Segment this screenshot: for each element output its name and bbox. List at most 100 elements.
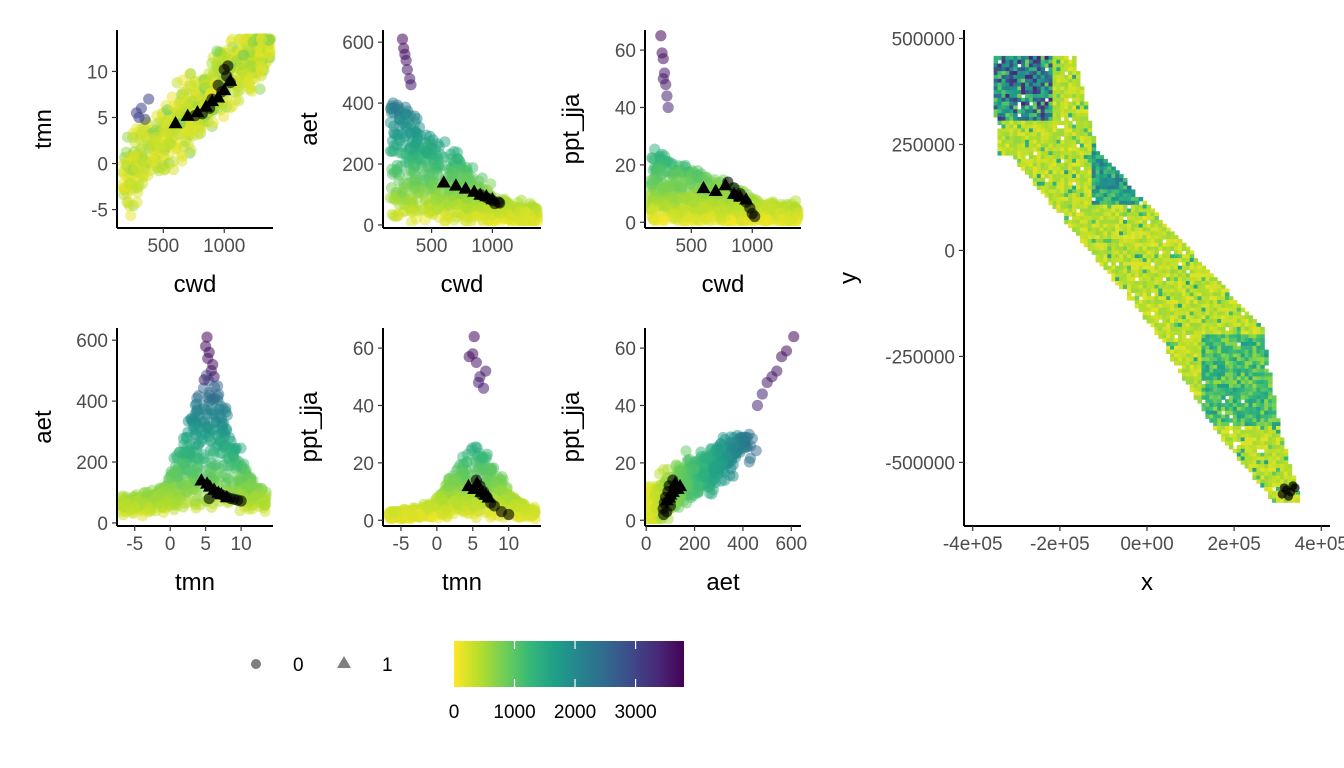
data-point <box>207 423 219 435</box>
raster-cell <box>1064 139 1069 145</box>
raster-cell <box>1048 71 1053 76</box>
point-cloud <box>384 331 541 524</box>
raster-cell <box>1048 132 1053 137</box>
data-point <box>403 154 415 167</box>
data-point <box>468 331 480 343</box>
raster-cell <box>1083 185 1089 190</box>
raster-cell <box>1079 105 1085 110</box>
raster-cell <box>1103 158 1108 164</box>
raster-cell <box>1068 109 1073 114</box>
raster-cell <box>1013 59 1018 65</box>
raster-cell <box>1068 151 1073 156</box>
raster-cell <box>1036 170 1042 175</box>
raster-cell <box>1017 128 1022 133</box>
raster-cell <box>1072 105 1077 110</box>
raster-cell <box>1087 166 1093 171</box>
raster-cell <box>1009 113 1014 118</box>
raster-cell <box>1072 97 1077 103</box>
raster-cell <box>1032 78 1038 84</box>
raster-cell <box>1044 63 1050 68</box>
data-point <box>386 208 398 221</box>
raster-cell <box>1099 162 1104 168</box>
raster-cell <box>1056 97 1061 103</box>
raster-cell <box>1127 189 1132 194</box>
raster-cell <box>1044 82 1050 87</box>
raster-cell <box>1025 120 1030 126</box>
raster-cell <box>1017 116 1022 122</box>
raster-cell <box>1048 82 1053 87</box>
raster-cell <box>1068 90 1073 95</box>
raster-cell <box>1017 151 1022 156</box>
raster-cell <box>1040 97 1046 103</box>
raster-cell <box>1036 139 1042 145</box>
raster-cell <box>1060 162 1065 168</box>
x-axis-title: tmn <box>175 569 215 596</box>
raster-cell <box>1072 158 1077 164</box>
raster-cell <box>1021 67 1026 72</box>
data-point <box>234 472 247 484</box>
raster-cell <box>1048 116 1053 122</box>
raster-cell <box>1111 189 1116 194</box>
raster-cell <box>1025 101 1030 106</box>
raster-cell <box>1044 170 1050 175</box>
data-point <box>688 463 700 475</box>
data-point <box>652 163 665 176</box>
raster-cell <box>1009 116 1014 122</box>
raster-cell <box>1056 158 1061 164</box>
raster-cell <box>997 113 1002 118</box>
raster-cell <box>1115 170 1120 175</box>
raster-cell <box>1044 139 1050 145</box>
raster-cell <box>1076 136 1081 141</box>
data-point <box>391 104 403 116</box>
data-point <box>394 113 406 126</box>
raster-cell <box>1013 109 1018 114</box>
y-tick-label: 600 <box>76 331 108 352</box>
raster-cell <box>1025 147 1030 152</box>
data-point <box>410 136 422 149</box>
raster-cell <box>1068 178 1073 183</box>
raster-cell <box>1017 97 1022 103</box>
raster-cell <box>1083 139 1089 145</box>
raster-cell <box>1079 90 1085 95</box>
raster-cell <box>1087 132 1093 137</box>
raster-cell <box>1048 143 1053 148</box>
raster-cell <box>1060 170 1065 175</box>
data-point <box>685 491 697 504</box>
presence-point-circle <box>749 210 761 223</box>
raster-cell <box>1060 94 1065 99</box>
raster-cell <box>1005 74 1010 80</box>
data-point <box>651 194 664 206</box>
raster-cell <box>1021 71 1026 76</box>
raster-cell <box>1064 162 1069 168</box>
data-point <box>384 117 397 129</box>
raster-cell <box>1001 74 1006 80</box>
raster-cell <box>1032 124 1038 129</box>
raster-cell <box>1048 67 1053 72</box>
raster-cell <box>1064 166 1069 171</box>
raster-cell <box>1040 78 1046 84</box>
panel-map: -4e+05 -2e+05 0e+00 2e+05 4e+05-500000-25000… <box>835 29 1344 596</box>
raster-cell <box>1009 97 1014 103</box>
raster-cell <box>1048 86 1053 91</box>
data-point <box>207 117 219 129</box>
raster-cell <box>997 67 1002 72</box>
raster-cell <box>1032 55 1038 61</box>
raster-cell <box>1091 170 1097 175</box>
data-point <box>494 207 506 219</box>
raster-cell <box>1017 86 1022 91</box>
raster-cell <box>1025 113 1030 118</box>
data-point <box>719 474 731 486</box>
data-point <box>721 449 734 461</box>
data-point <box>195 429 208 441</box>
raster-cell <box>1079 158 1085 164</box>
raster-cell <box>1068 181 1073 187</box>
data-point <box>181 486 193 499</box>
raster-cell <box>1013 63 1018 68</box>
raster-cell <box>1028 86 1034 91</box>
data-point <box>657 53 669 65</box>
raster-cell <box>1040 181 1046 187</box>
y-tick-label: 10 <box>87 62 108 83</box>
data-point <box>175 94 187 106</box>
